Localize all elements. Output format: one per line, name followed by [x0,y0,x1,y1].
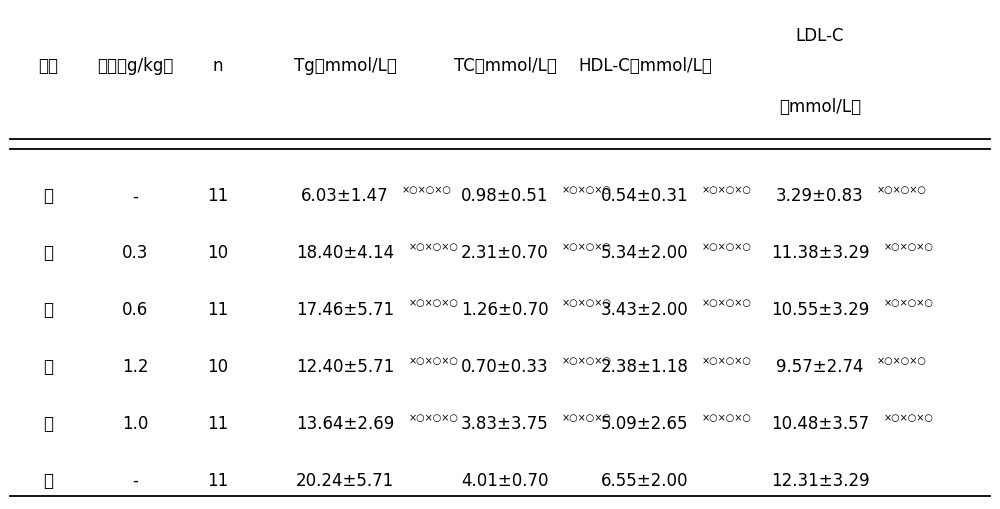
Text: 0.54±0.31: 0.54±0.31 [601,187,689,205]
Text: 3.83±3.75: 3.83±3.75 [461,414,549,433]
Text: ×○×○×○: ×○×○×○ [561,184,611,194]
Text: 6.55±2.00: 6.55±2.00 [601,471,689,489]
Text: 1.2: 1.2 [122,357,148,376]
Text: n: n [213,57,223,75]
Text: 1.0: 1.0 [122,414,148,433]
Text: 9.57±2.74: 9.57±2.74 [776,357,864,376]
Text: ×○×○×○: ×○×○×○ [702,355,752,365]
Text: ×○×○×○: ×○×○×○ [562,298,611,308]
Text: 20.24±5.71: 20.24±5.71 [296,471,394,489]
Text: 5.34±2.00: 5.34±2.00 [601,244,689,262]
Text: 2.31±0.70: 2.31±0.70 [461,244,549,262]
Text: 11: 11 [207,414,229,433]
Text: （mmol/L）: （mmol/L） [779,98,861,116]
Text: 12.40±5.71: 12.40±5.71 [296,357,394,376]
Text: ×○×○×○: ×○×○×○ [701,412,751,422]
Text: TC（mmol/L）: TC（mmol/L） [454,57,556,75]
Text: ×○×○×○: ×○×○×○ [408,241,458,251]
Text: 18.40±4.14: 18.40±4.14 [296,244,394,262]
Text: 剂量（g/kg）: 剂量（g/kg） [97,57,173,75]
Text: 月: 月 [43,414,53,433]
Text: ×○×○×○: ×○×○×○ [408,355,458,365]
Text: 3.29±0.83: 3.29±0.83 [776,187,864,205]
Text: 0.70±0.33: 0.70±0.33 [461,357,549,376]
Text: 大: 大 [43,357,53,376]
Text: Tg（mmol/L）: Tg（mmol/L） [294,57,396,75]
Text: ×○×○×○: ×○×○×○ [876,355,926,365]
Text: ×○×○×○: ×○×○×○ [883,412,933,422]
Text: ×○×○×○: ×○×○×○ [702,184,751,194]
Text: 4.01±0.70: 4.01±0.70 [461,471,549,489]
Text: 12.31±3.29: 12.31±3.29 [771,471,869,489]
Text: 中: 中 [43,300,53,319]
Text: ×○×○×○: ×○×○×○ [562,241,611,251]
Text: 11: 11 [207,187,229,205]
Text: ×○×○×○: ×○×○×○ [408,298,458,308]
Text: 小: 小 [43,244,53,262]
Text: 空: 空 [43,187,53,205]
Text: 5.09±2.65: 5.09±2.65 [601,414,689,433]
Text: ×○×○×○: ×○×○×○ [562,412,611,422]
Text: HDL-C（mmol/L）: HDL-C（mmol/L） [578,57,712,75]
Text: 0.6: 0.6 [122,300,148,319]
Text: 10.55±3.29: 10.55±3.29 [771,300,869,319]
Text: ×○×○×○: ×○×○×○ [883,298,933,308]
Text: 3.43±2.00: 3.43±2.00 [601,300,689,319]
Text: ×○×○×○: ×○×○×○ [408,412,458,422]
Text: 2.38±1.18: 2.38±1.18 [601,357,689,376]
Text: -: - [132,471,138,489]
Text: 10: 10 [207,357,229,376]
Text: 17.46±5.71: 17.46±5.71 [296,300,394,319]
Text: ×○×○×○: ×○×○×○ [884,241,933,251]
Text: ×○×○×○: ×○×○×○ [562,355,611,365]
Text: 0.98±0.51: 0.98±0.51 [461,187,549,205]
Text: -: - [132,187,138,205]
Text: 11: 11 [207,300,229,319]
Text: ×○×○×○: ×○×○×○ [877,184,926,194]
Text: 6.03±1.47: 6.03±1.47 [301,187,389,205]
Text: 高: 高 [43,471,53,489]
Text: 13.64±2.69: 13.64±2.69 [296,414,394,433]
Text: 11.38±3.29: 11.38±3.29 [771,244,869,262]
Text: ×○×○×○: ×○×○×○ [402,184,451,194]
Text: 10: 10 [207,244,229,262]
Text: ×○×○×○: ×○×○×○ [702,298,751,308]
Text: 组别: 组别 [38,57,58,75]
Text: ×○×○×○: ×○×○×○ [702,241,751,251]
Text: LDL-C: LDL-C [796,26,844,45]
Text: 1.26±0.70: 1.26±0.70 [461,300,549,319]
Text: 10.48±3.57: 10.48±3.57 [771,414,869,433]
Text: 0.3: 0.3 [122,244,148,262]
Text: 11: 11 [207,471,229,489]
